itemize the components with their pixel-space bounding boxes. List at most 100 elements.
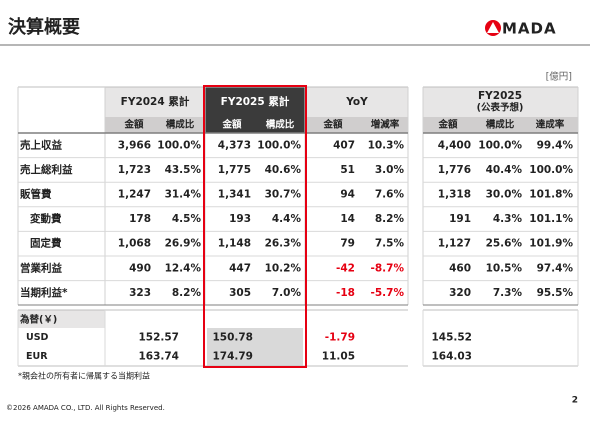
row-label: 販管費 bbox=[20, 188, 52, 201]
fx-label: EUR bbox=[26, 351, 48, 362]
value-cell: 490 bbox=[129, 262, 151, 274]
value-cell: 407 bbox=[333, 139, 355, 151]
value-cell: 3.0% bbox=[375, 164, 405, 176]
column-header: 構成比 bbox=[166, 119, 195, 131]
forecast-cell: 40.4% bbox=[486, 164, 523, 176]
fx-value: 163.74 bbox=[138, 351, 179, 363]
forecast-cell: 7.3% bbox=[493, 287, 523, 299]
cell-bg bbox=[105, 117, 205, 133]
value-cell: 4,373 bbox=[218, 139, 251, 151]
forecast-cell: 4.3% bbox=[493, 213, 523, 225]
forecast-cell: 1,776 bbox=[438, 164, 471, 176]
copyright: ©2026 AMADA CO., LTD. All Rights Reserve… bbox=[6, 404, 165, 412]
value-cell: 4.4% bbox=[272, 213, 302, 225]
value-cell: 79 bbox=[340, 238, 355, 250]
value-cell: 4.5% bbox=[172, 213, 202, 225]
fx-value: 164.03 bbox=[431, 351, 472, 363]
logo-a bbox=[487, 22, 499, 33]
cell-bg bbox=[207, 328, 303, 366]
page-number: 2 bbox=[572, 396, 578, 406]
cell-bg bbox=[423, 87, 578, 117]
fx-value: 150.78 bbox=[212, 332, 253, 344]
fx-value: 152.57 bbox=[138, 332, 179, 344]
fx-title: 為替(￥) bbox=[19, 314, 57, 326]
forecast-cell: 97.4% bbox=[537, 262, 574, 274]
column-header: 構成比 bbox=[486, 119, 515, 131]
value-cell: 1,775 bbox=[218, 164, 251, 176]
fx-value: -1.79 bbox=[325, 332, 355, 344]
forecast-cell: 100.0% bbox=[478, 139, 522, 151]
column-header: 金額 bbox=[437, 119, 458, 131]
value-cell: 10.2% bbox=[265, 262, 302, 274]
value-cell: -18 bbox=[336, 287, 355, 299]
value-cell: 94 bbox=[340, 189, 355, 201]
cell-bg bbox=[423, 117, 578, 133]
forecast-cell: 320 bbox=[449, 287, 471, 299]
value-cell: 1,723 bbox=[118, 164, 151, 176]
value-cell: 12.4% bbox=[165, 262, 202, 274]
forecast-cell: 1,318 bbox=[438, 189, 471, 201]
forecast-cell: 460 bbox=[449, 262, 471, 274]
fx-value: 145.52 bbox=[431, 332, 472, 344]
forecast-cell: 4,400 bbox=[438, 139, 471, 151]
value-cell: 8.2% bbox=[172, 287, 202, 299]
forecast-cell: 101.1% bbox=[529, 213, 573, 225]
value-cell: -5.7% bbox=[371, 287, 405, 299]
row-label: 営業利益 bbox=[20, 261, 62, 274]
value-cell: 1,148 bbox=[218, 238, 251, 250]
cell-bg bbox=[18, 310, 105, 328]
column-header: 金額 bbox=[123, 119, 144, 131]
value-cell: 7.0% bbox=[272, 287, 302, 299]
value-cell: 7.5% bbox=[375, 238, 405, 250]
value-cell: 323 bbox=[129, 287, 151, 299]
value-cell: 10.3% bbox=[368, 139, 405, 151]
group-header: (公表予想) bbox=[477, 102, 524, 114]
value-cell: 3,966 bbox=[118, 139, 151, 151]
page-title: 決算概要 bbox=[8, 16, 80, 38]
value-cell: 14 bbox=[340, 213, 355, 225]
value-cell: 26.9% bbox=[165, 238, 202, 250]
row-label: 売上総利益 bbox=[20, 163, 73, 176]
value-cell: 305 bbox=[229, 287, 251, 299]
fx-label: USD bbox=[26, 332, 49, 343]
footnote: *親会社の所有者に帰属する当期利益 bbox=[18, 371, 150, 381]
forecast-cell: 95.5% bbox=[537, 287, 574, 299]
group-header: FY2024 累計 bbox=[121, 95, 190, 108]
value-cell: 193 bbox=[229, 213, 251, 225]
forecast-cell: 10.5% bbox=[486, 262, 523, 274]
row-label: 固定費 bbox=[30, 237, 62, 250]
forecast-cell: 99.4% bbox=[537, 139, 574, 151]
group-header: FY2025 累計 bbox=[221, 95, 290, 108]
forecast-cell: 191 bbox=[449, 213, 471, 225]
value-cell: 43.5% bbox=[165, 164, 202, 176]
value-cell: 30.7% bbox=[265, 189, 302, 201]
value-cell: 26.3% bbox=[265, 238, 302, 250]
value-cell: 447 bbox=[229, 262, 251, 274]
row-label: 売上収益 bbox=[20, 138, 62, 151]
column-header: 金額 bbox=[221, 119, 242, 131]
highlight-box bbox=[203, 85, 307, 368]
fx-value: 11.05 bbox=[322, 351, 355, 363]
column-header: 金額 bbox=[322, 119, 343, 131]
forecast-cell: 25.6% bbox=[486, 238, 523, 250]
value-cell: -42 bbox=[336, 262, 355, 274]
cell-bg bbox=[205, 87, 305, 133]
value-cell: 51 bbox=[340, 164, 355, 176]
column-header: 構成比 bbox=[266, 119, 295, 131]
value-cell: 1,341 bbox=[218, 189, 251, 201]
column-header: 達成率 bbox=[536, 119, 565, 131]
row-label: 変動費 bbox=[30, 212, 62, 225]
value-cell: 40.6% bbox=[265, 164, 302, 176]
forecast-cell: 101.8% bbox=[529, 189, 573, 201]
group-header: FY2025 bbox=[478, 90, 522, 102]
forecast-cell: 101.9% bbox=[529, 238, 573, 250]
forecast-cell: 100.0% bbox=[529, 164, 573, 176]
value-cell: -8.7% bbox=[371, 262, 405, 274]
value-cell: 7.6% bbox=[375, 189, 405, 201]
fx-value: 174.79 bbox=[212, 351, 253, 363]
value-cell: 31.4% bbox=[165, 189, 202, 201]
row-label: 当期利益* bbox=[20, 286, 68, 299]
logo-text: MADA bbox=[502, 20, 557, 38]
cell-bg bbox=[305, 87, 408, 117]
